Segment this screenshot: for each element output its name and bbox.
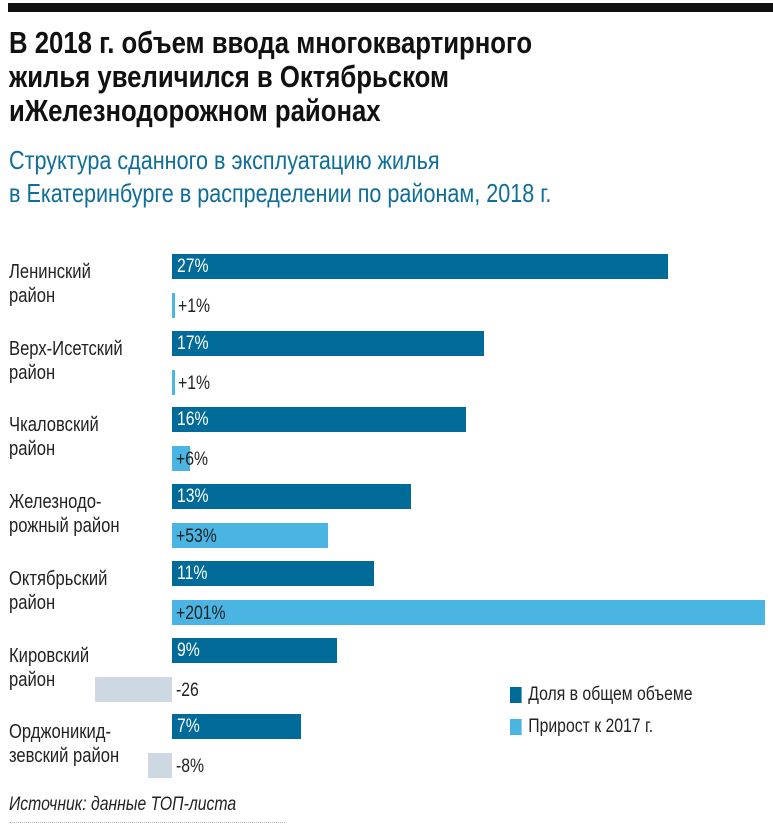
- growth-value-label: +201%: [176, 602, 226, 624]
- share-bar: [172, 330, 485, 356]
- subtitle-line: Структура сданного в эксплуатацию жилья: [9, 145, 440, 175]
- share-value-label: 7%: [177, 716, 200, 738]
- growth-bar: [172, 369, 175, 395]
- title-line: В 2018 г. объем ввода многоквартирного: [9, 25, 533, 60]
- share-value-label: 13%: [177, 486, 209, 508]
- category-label-line: район: [9, 285, 56, 307]
- growth-value-label: +1%: [178, 372, 211, 394]
- top-rule: [8, 3, 773, 12]
- category-label: Кировский район: [9, 644, 89, 692]
- category-label: Орджоникид-зевский район: [9, 720, 119, 768]
- growth-bar: [172, 523, 329, 549]
- legend-swatch: [510, 719, 522, 735]
- category-label-line: Октябрьский: [9, 567, 108, 590]
- growth-value-label: -8%: [176, 756, 205, 778]
- share-value-label: 17%: [177, 332, 209, 354]
- category-label: Чкаловский район: [9, 413, 99, 461]
- chart-subtitle: Структура сданного в эксплуатацию жилья …: [9, 144, 551, 210]
- category-label: Ленинский район: [9, 260, 91, 308]
- source-divider: [9, 822, 285, 823]
- category-label-line: Орджоникид-: [9, 721, 111, 744]
- share-value-label: 16%: [177, 409, 209, 431]
- category-label-line: район: [9, 668, 56, 691]
- category-label: Верх-Исетский район: [9, 337, 123, 385]
- category-label-line: Железнодо-: [9, 491, 102, 514]
- title-line: иЖелезнодорожном районах: [9, 93, 381, 128]
- category-label-line: Ленинский: [9, 261, 91, 283]
- category-label-line: рожный район: [9, 515, 120, 538]
- legend-item-share: Доля в общем объеме: [510, 684, 693, 706]
- growth-value-label: +53%: [176, 526, 217, 548]
- share-bar: [172, 407, 466, 433]
- share-bar: [172, 714, 301, 740]
- share-value-label: 11%: [177, 562, 208, 584]
- growth-value-label: +1%: [178, 296, 211, 317]
- category-label-line: зевский район: [9, 745, 120, 768]
- growth-value-label: +6%: [176, 449, 209, 471]
- category-label: Октябрьский район: [9, 567, 107, 615]
- title-line: жилья увеличился в Октябрьском: [9, 59, 450, 94]
- growth-value-label: -26: [176, 679, 199, 701]
- category-label: Железнодо-рожный район: [9, 490, 120, 538]
- growth-bar: [172, 599, 765, 625]
- source-note: Источник: данные ТОП-листа: [9, 794, 237, 815]
- share-value-label: 27%: [177, 256, 209, 277]
- legend-label: Доля в общем объеме: [528, 684, 693, 705]
- share-bar: [172, 484, 411, 510]
- category-label-line: Кировский: [9, 644, 90, 667]
- share-value-label: 9%: [177, 639, 200, 661]
- growth-bar-negative: [95, 676, 172, 702]
- subtitle-line: в Екатеринбурге в распределении по район…: [9, 178, 552, 208]
- category-label-line: район: [9, 591, 56, 614]
- chart-title: В 2018 г. объем ввода многоквартирного ж…: [9, 26, 532, 128]
- growth-bar: [172, 293, 175, 318]
- share-bar: [172, 637, 338, 663]
- growth-bar-negative: [148, 753, 172, 779]
- growth-bar: [172, 446, 190, 472]
- share-bar: [172, 254, 668, 279]
- category-label-line: Чкаловский: [9, 414, 99, 437]
- category-label-line: Верх-Исетский: [9, 337, 123, 360]
- legend-label: Прирост к 2017 г.: [528, 716, 654, 737]
- category-label-line: район: [9, 361, 56, 384]
- category-label-line: район: [9, 438, 56, 461]
- legend-swatch: [510, 687, 522, 703]
- legend-item-growth: Прирост к 2017 г.: [510, 716, 653, 738]
- share-bar: [172, 560, 375, 586]
